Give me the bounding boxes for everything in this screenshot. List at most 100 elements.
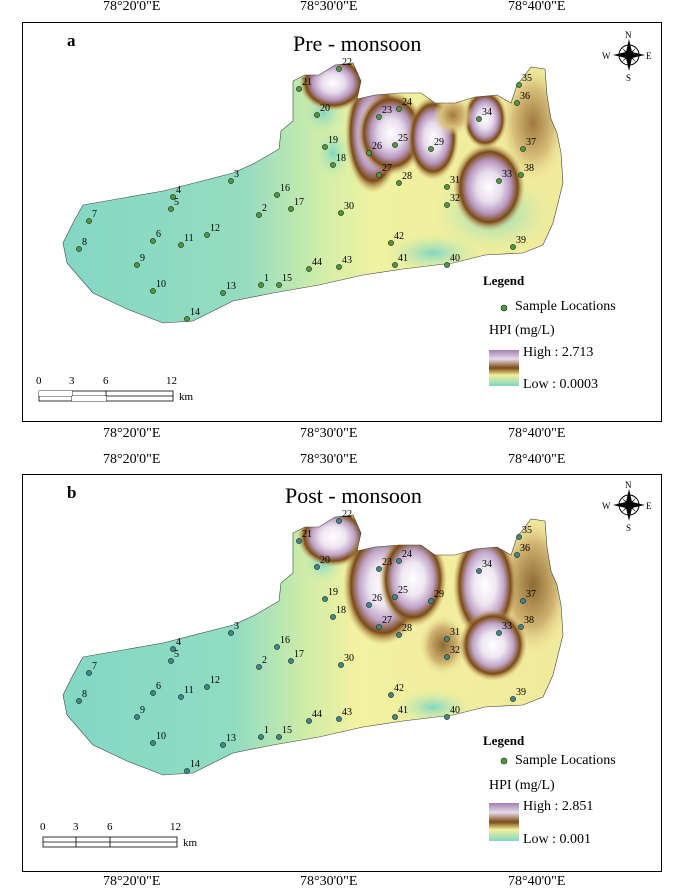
panel-a-title: Pre - monsoon [293, 31, 422, 56]
sample-point-20 [314, 112, 320, 118]
sample-points-a: 1234567891011121314151617181920212223242… [76, 57, 536, 322]
scale-b-tick-0: 0 [40, 821, 46, 833]
scale-a-tick-12: 12 [166, 375, 177, 387]
sample-label-31: 31 [450, 627, 460, 638]
sample-point-43 [336, 264, 342, 270]
sample-point-9 [134, 714, 140, 720]
scale-a-tick-6: 6 [103, 375, 109, 387]
sample-label-40: 40 [450, 253, 460, 264]
sample-point-31 [444, 184, 450, 190]
scale-a-tick-0: 0 [36, 375, 42, 387]
sample-point-24 [396, 106, 402, 112]
sample-point-44 [306, 718, 312, 724]
sample-point-10 [150, 288, 156, 294]
sample-label-18: 18 [336, 153, 346, 164]
sample-point-34 [476, 568, 482, 574]
legend-b-sample-label: Sample Locations [515, 753, 616, 768]
sample-point-41 [392, 262, 398, 268]
sample-label-40: 40 [450, 705, 460, 716]
sample-label-21: 21 [302, 77, 312, 88]
sample-label-30: 30 [344, 201, 354, 212]
sample-point-40 [444, 714, 450, 720]
sample-label-27: 27 [382, 163, 392, 174]
sample-label-16: 16 [280, 635, 290, 646]
lon-label-b-6: 78°40'0"E [508, 874, 566, 889]
sample-label-43: 43 [342, 255, 352, 266]
lat-label-b-left-2: 9°10'0"N [0, 666, 3, 716]
sample-point-42 [388, 692, 394, 698]
sample-label-11: 11 [184, 685, 194, 696]
lon-label-a-3: 78°40'0"E [508, 0, 566, 14]
sample-point-15 [276, 734, 282, 740]
sample-label-18: 18 [336, 605, 346, 616]
map-canvas-a: 1234567891011121314151617181920212223242… [62, 57, 564, 324]
sample-point-40 [444, 262, 450, 268]
legend-b-hpi-label: HPI (mg/L) [489, 778, 555, 793]
sample-label-10: 10 [156, 731, 166, 742]
sample-point-31 [444, 636, 450, 642]
sample-point-44 [306, 266, 312, 272]
sample-label-21: 21 [302, 529, 312, 540]
sample-label-9: 9 [140, 705, 145, 716]
legend-a-low-label: Low : 0.0003 [523, 377, 599, 392]
sample-point-8 [76, 698, 82, 704]
sample-label-43: 43 [342, 707, 352, 718]
scale-a-unit: km [179, 391, 194, 403]
sample-point-14 [184, 768, 190, 774]
sample-label-7: 7 [92, 209, 97, 220]
sample-point-38 [518, 172, 524, 178]
sample-point-17 [288, 658, 294, 664]
scale-b-tick-3: 3 [73, 821, 79, 833]
sample-label-24: 24 [402, 549, 412, 560]
sample-point-17 [288, 206, 294, 212]
sample-label-20: 20 [320, 103, 330, 114]
sample-point-36 [514, 100, 520, 106]
sample-point-5 [168, 206, 174, 212]
sample-point-9 [134, 262, 140, 268]
sample-label-20: 20 [320, 555, 330, 566]
sample-point-33 [496, 178, 502, 184]
sample-point-16 [274, 192, 280, 198]
sample-points-b: 1234567891011121314151617181920212223242… [76, 509, 536, 774]
lat-label-b-left-1: 9°20'0"N [0, 476, 3, 526]
sample-label-2: 2 [262, 655, 267, 666]
legend-b-low-label: Low : 0.001 [523, 832, 592, 847]
sample-label-35: 35 [522, 73, 532, 84]
legend-a-title: Legend [483, 273, 525, 288]
sample-point-23 [376, 114, 382, 120]
sample-label-8: 8 [82, 237, 87, 248]
sample-point-3 [228, 630, 234, 636]
sample-label-37: 37 [526, 589, 536, 600]
sample-point-43 [336, 716, 342, 722]
scale-b-tick-6: 6 [107, 821, 113, 833]
sample-point-27 [376, 172, 382, 178]
sample-label-14: 14 [190, 307, 200, 318]
sample-point-19 [322, 144, 328, 150]
sample-label-23: 23 [382, 557, 392, 568]
sample-label-32: 32 [450, 645, 460, 656]
sample-point-18 [330, 162, 336, 168]
sample-point-14 [184, 316, 190, 322]
sample-point-13 [220, 290, 226, 296]
lat-label-a-left-2: 9°10'0"N [0, 213, 3, 263]
sample-point-32 [444, 202, 450, 208]
sample-point-16 [274, 644, 280, 650]
sample-label-25: 25 [398, 585, 408, 596]
sample-point-37 [520, 146, 526, 152]
sample-label-34: 34 [482, 559, 492, 570]
sample-label-37: 37 [526, 137, 536, 148]
sample-label-39: 39 [516, 235, 526, 246]
sample-point-4 [170, 646, 176, 652]
sample-label-13: 13 [226, 281, 236, 292]
sample-label-30: 30 [344, 653, 354, 664]
sample-point-19 [322, 596, 328, 602]
sample-label-4: 4 [176, 637, 181, 648]
sample-label-44: 44 [312, 257, 322, 268]
sample-label-36: 36 [520, 543, 530, 554]
sample-point-33 [496, 630, 502, 636]
sample-point-8 [76, 246, 82, 252]
legend-a-high-label: High : 2.713 [523, 345, 594, 360]
sample-point-10 [150, 740, 156, 746]
sample-label-22: 22 [342, 57, 352, 68]
sample-label-7: 7 [92, 661, 97, 672]
